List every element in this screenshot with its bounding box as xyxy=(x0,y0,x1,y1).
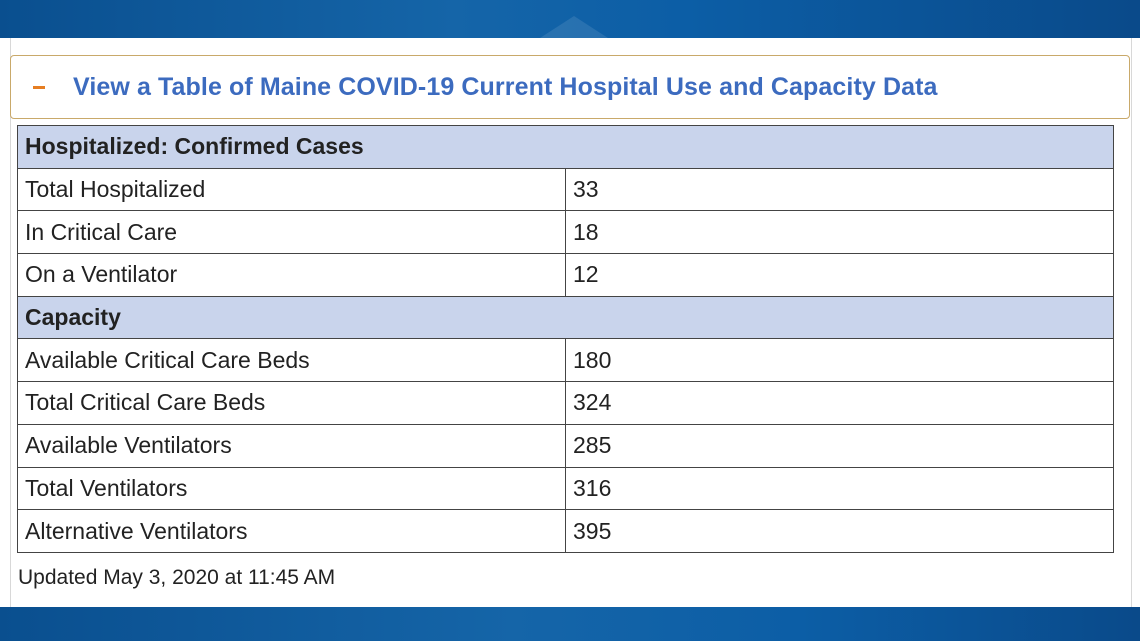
left-divider xyxy=(10,38,11,607)
section-header-row: Hospitalized: Confirmed Cases xyxy=(17,125,1114,169)
row-label: Available Critical Care Beds xyxy=(17,338,566,383)
section-header-row: Capacity xyxy=(17,295,1114,340)
banner-chevron-decoration xyxy=(540,16,608,38)
row-value: 324 xyxy=(565,381,1114,425)
right-divider xyxy=(1131,38,1132,607)
minus-icon[interactable] xyxy=(31,85,47,89)
hospital-capacity-table: Hospitalized: Confirmed Cases Total Hosp… xyxy=(17,125,1114,553)
table-row: In Critical Care 18 xyxy=(17,210,1114,255)
row-label: Available Ventilators xyxy=(17,423,566,468)
bottom-banner xyxy=(0,607,1140,641)
row-value: 395 xyxy=(565,509,1114,553)
last-updated-text: Updated May 3, 2020 at 11:45 AM xyxy=(18,566,336,589)
table-row: Total Hospitalized 33 xyxy=(17,167,1114,212)
table-row: Total Critical Care Beds 324 xyxy=(17,381,1114,425)
row-label: In Critical Care xyxy=(17,210,566,255)
top-banner xyxy=(0,0,1140,38)
row-label: Total Hospitalized xyxy=(17,167,566,212)
table-row: Total Ventilators 316 xyxy=(17,466,1114,511)
row-value: 18 xyxy=(565,210,1114,255)
row-value: 180 xyxy=(565,338,1114,383)
accordion-title[interactable]: View a Table of Maine COVID-19 Current H… xyxy=(73,72,938,101)
row-value: 316 xyxy=(565,466,1114,511)
row-value: 12 xyxy=(565,253,1114,297)
section-heading: Capacity xyxy=(17,295,1114,340)
accordion-toggle-header[interactable]: View a Table of Maine COVID-19 Current H… xyxy=(10,55,1130,119)
row-value: 285 xyxy=(565,423,1114,468)
table-row: Alternative Ventilators 395 xyxy=(17,509,1114,553)
table-row: Available Ventilators 285 xyxy=(17,423,1114,468)
row-value: 33 xyxy=(565,167,1114,212)
table-row: On a Ventilator 12 xyxy=(17,253,1114,297)
row-label: Total Ventilators xyxy=(17,466,566,511)
row-label: Total Critical Care Beds xyxy=(17,381,566,425)
row-label: On a Ventilator xyxy=(17,253,566,297)
table-row: Available Critical Care Beds 180 xyxy=(17,338,1114,383)
row-label: Alternative Ventilators xyxy=(17,509,566,553)
section-heading: Hospitalized: Confirmed Cases xyxy=(17,125,1114,169)
